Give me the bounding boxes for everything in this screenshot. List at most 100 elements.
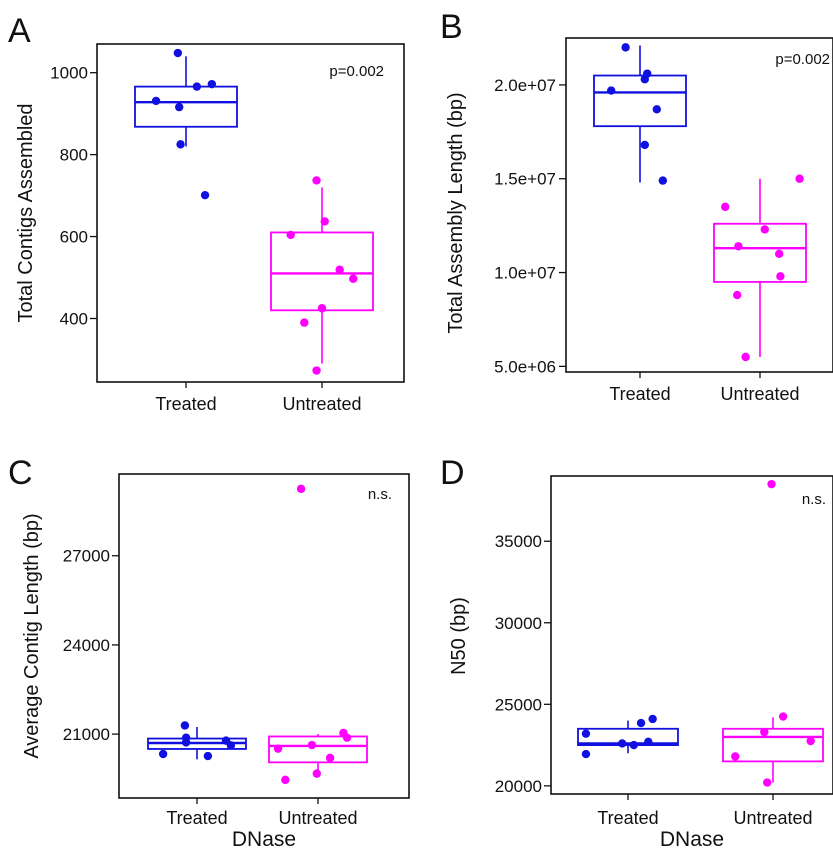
category-label-treated: Treated — [155, 394, 216, 414]
y-ticks: 400 600 800 1000 — [50, 64, 322, 388]
data-point-untreated — [312, 366, 320, 374]
y-tick-label: 1.5e+07 — [494, 170, 556, 189]
data-point-treated — [159, 750, 167, 758]
plot-marks — [578, 480, 833, 787]
data-point-untreated — [760, 728, 768, 736]
data-point-treated — [582, 729, 590, 737]
panel-a: A Total Contigs Assembled p=0.002 400 600… — [8, 12, 404, 414]
data-point-untreated — [281, 776, 289, 784]
y-tick-label: 20000 — [495, 777, 542, 796]
data-point-untreated — [318, 304, 326, 312]
significance-annotation: n.s. — [802, 491, 826, 508]
x-category-labels: Treated Untreated — [155, 394, 361, 414]
y-tick-label: 21000 — [63, 725, 110, 744]
data-point-untreated — [795, 175, 803, 183]
y-ticks: 5.0e+06 1.0e+07 1.5e+07 2.0e+07 — [494, 76, 760, 378]
data-point-treated — [643, 69, 651, 77]
data-point-untreated — [297, 485, 305, 493]
box-untreated — [271, 232, 373, 310]
data-point-untreated — [767, 480, 775, 488]
data-point-untreated — [349, 275, 357, 283]
panel-d: D N50 (bp) n.s. 20000 25000 30000 35000 Tre… — [440, 454, 833, 851]
plot-marks — [148, 485, 367, 784]
y-tick-label: 30000 — [495, 614, 542, 633]
category-label-untreated: Untreated — [282, 394, 361, 414]
panel-letter-c: C — [8, 454, 33, 492]
panel-c: C Average Contig Length (bp) n.s. 210002… — [8, 454, 409, 851]
data-point-untreated — [308, 741, 316, 749]
data-point-treated — [175, 103, 183, 111]
box-untreated — [714, 224, 806, 282]
data-point-untreated — [776, 272, 784, 280]
x-category-labels: Treated Untreated — [609, 384, 799, 404]
data-point-treated — [644, 738, 652, 746]
data-point-treated — [176, 140, 184, 148]
y-tick-label: 2.0e+07 — [494, 76, 556, 95]
data-point-untreated — [731, 752, 739, 760]
data-point-untreated — [343, 733, 351, 741]
data-point-untreated — [335, 266, 343, 274]
plot-frame — [566, 38, 833, 372]
plot-frame — [97, 44, 404, 382]
y-tick-label: 5.0e+06 — [494, 357, 556, 376]
y-axis-label: Average Contig Length (bp) — [21, 513, 43, 758]
box-untreated — [269, 736, 367, 762]
y-ticks: 20000 25000 30000 35000 — [495, 532, 773, 800]
data-point-treated — [152, 97, 160, 105]
data-point-treated — [182, 733, 190, 741]
panel-letter-b: B — [440, 8, 463, 46]
data-point-untreated — [741, 353, 749, 361]
category-label-untreated: Untreated — [278, 808, 357, 828]
y-axis-label: Total Contigs Assembled — [15, 103, 37, 322]
data-point-treated — [637, 719, 645, 727]
y-tick-label: 1.0e+07 — [494, 264, 556, 283]
y-axis-label: Total Assembly Length (bp) — [445, 92, 467, 333]
data-point-untreated — [326, 754, 334, 762]
p-value-annotation: p=0.002 — [775, 51, 830, 68]
x-axis-title: DNase — [232, 828, 296, 851]
significance-annotation: n.s. — [368, 486, 392, 503]
y-axis-label: N50 (bp) — [448, 597, 470, 675]
category-label-treated: Treated — [597, 808, 658, 828]
y-ticks: 21000 24000 27000 — [63, 547, 318, 804]
data-point-treated — [204, 752, 212, 760]
data-point-untreated — [321, 217, 329, 225]
panel-b: B Total Assembly Length (bp) p=0.002 5.0… — [440, 8, 833, 404]
data-point-treated — [648, 715, 656, 723]
data-point-untreated — [763, 778, 771, 786]
plot-marks — [135, 49, 373, 375]
data-point-untreated — [313, 769, 321, 777]
data-point-untreated — [761, 225, 769, 233]
data-point-untreated — [734, 242, 742, 250]
data-point-untreated — [274, 744, 282, 752]
data-point-untreated — [287, 231, 295, 239]
p-value-annotation: p=0.002 — [329, 63, 384, 80]
data-point-untreated — [775, 250, 783, 258]
category-label-untreated: Untreated — [720, 384, 799, 404]
data-point-treated — [621, 43, 629, 51]
x-category-labels: Treated Untreated — [597, 808, 812, 828]
y-tick-label: 25000 — [495, 695, 542, 714]
plot-frame — [551, 476, 833, 794]
y-tick-label: 35000 — [495, 532, 542, 551]
data-point-treated — [208, 80, 216, 88]
data-point-untreated — [779, 712, 787, 720]
y-tick-label: 600 — [60, 228, 88, 247]
data-point-treated — [618, 739, 626, 747]
y-tick-label: 400 — [60, 309, 88, 328]
box-treated — [135, 87, 237, 127]
data-point-untreated — [300, 318, 308, 326]
panel-letter-d: D — [440, 454, 465, 492]
x-category-labels: Treated Untreated — [166, 808, 357, 828]
data-point-treated — [227, 741, 235, 749]
data-point-treated — [193, 82, 201, 90]
data-point-treated — [630, 741, 638, 749]
panel-letter-a: A — [8, 12, 31, 50]
y-tick-label: 1000 — [50, 64, 88, 83]
data-point-treated — [653, 105, 661, 113]
category-label-untreated: Untreated — [733, 808, 812, 828]
data-point-treated — [174, 49, 182, 57]
data-point-untreated — [807, 737, 815, 745]
data-point-untreated — [733, 291, 741, 299]
